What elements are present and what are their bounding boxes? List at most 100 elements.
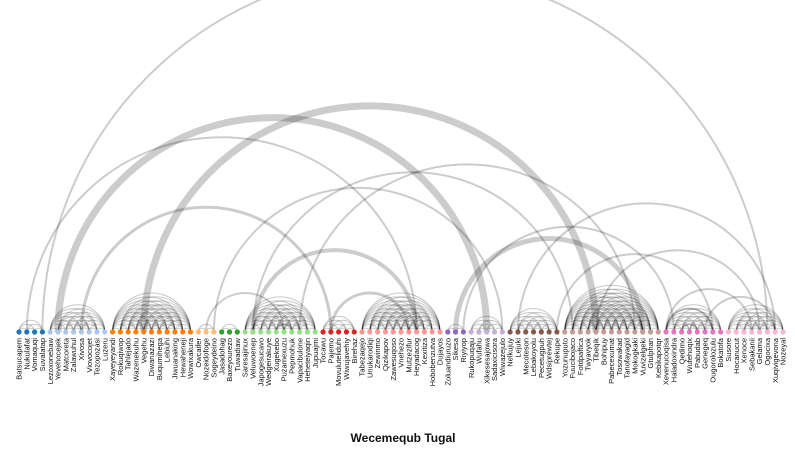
link-arc [384,315,418,333]
node-label: Lejuki [514,338,523,358]
link-arc [727,316,761,333]
link-arc [665,319,690,333]
node-label: Zewinmo [373,338,382,368]
node-label: Tanofayagid [623,338,632,378]
links-layer [18,0,784,333]
node-label: Ougorolozulu [708,338,717,383]
link-arc [595,319,620,333]
link-arc [681,315,714,333]
node-dot [234,329,240,335]
link-arc [127,315,160,333]
link-arc [618,319,644,333]
node-label: Buqumihega [155,337,164,380]
link-arc [135,312,176,333]
link-arc [517,312,558,333]
link-arc [595,300,659,333]
node-dot [499,329,505,335]
node-label: Xuqivigevona [771,337,780,383]
node-dot [694,329,700,335]
node-dot [710,329,716,335]
node-label: Vuvizelgeki [638,338,647,376]
link-arc [283,315,316,333]
link-arc [112,319,137,333]
node-dot [749,329,755,335]
link-arc [73,315,106,333]
link-arc [119,319,145,333]
link-arc [509,312,550,333]
link-arc [260,315,293,333]
link-arc [595,304,651,333]
node-dot [297,329,303,335]
node-dot [686,329,693,335]
node-dot [351,329,357,335]
link-arc [18,319,43,333]
link-arc [244,312,285,333]
link-arc [135,304,192,333]
node-dot [164,329,170,335]
node-dot [141,329,147,335]
link-arc [610,316,644,333]
link-arc [112,312,153,333]
node-label: Heheteiyaqin [303,338,312,382]
node-label: Suvalatap [38,338,47,371]
node-label: Viovocojet [85,337,94,372]
node-dot [273,329,279,335]
link-arc [119,315,153,333]
link-arc [377,304,433,333]
link-arc [119,304,176,333]
link-arc [603,315,636,333]
link-arc [127,308,176,333]
node-label: Pajemo [326,338,335,363]
node-label: Vegehu [139,338,148,363]
node-dot [429,329,435,335]
link-arc [595,308,644,333]
node-dot [491,329,498,335]
link-arc [564,292,644,333]
link-arc [610,308,659,333]
link-arc [252,308,301,333]
node-label: Haladoxindra [669,337,678,382]
link-arc [626,316,659,333]
node-label: Sadaxicisora [490,337,499,381]
link-arc [73,319,98,333]
node-dot [640,329,646,335]
node-label: Wedgeirakuye [264,338,273,386]
node-label: Unukarodiqi [365,338,374,378]
node-dot [109,329,116,335]
link-arc [408,319,433,333]
link-arc [572,315,605,333]
link-arc [572,312,612,333]
link-arc [517,319,542,333]
node-dot [413,329,420,335]
link-arc [626,319,651,333]
link-arc [587,315,620,333]
node-label: Tezopozasi [93,338,102,376]
link-arc [41,0,769,333]
link-arc [384,304,441,333]
node-dot [382,329,389,335]
node-dot [195,329,201,335]
link-arc [579,308,628,333]
node-label: Dujayos [436,338,445,365]
link-arc [119,300,184,333]
node-label: Nelkujuy [506,338,515,367]
node-label: Pabudab [693,338,702,368]
node-label: Yevehocejek [54,338,63,381]
link-arc [727,319,753,333]
link-arc [665,307,714,333]
node-label: Pecetugpuh [537,338,546,378]
node-dot [406,329,412,335]
node-label: Tibeqik [591,338,600,362]
link-arc [555,253,714,333]
link-arc [517,316,550,333]
node-dot [125,329,131,335]
link-arc [252,316,285,333]
link-arc [244,308,293,333]
node-dot [476,329,482,335]
link-arc [369,315,402,333]
link-arc [673,319,698,333]
node-label: Heyadacog [412,338,421,376]
link-arc [361,312,402,333]
link-arc [400,319,425,333]
link-arc [572,304,628,333]
